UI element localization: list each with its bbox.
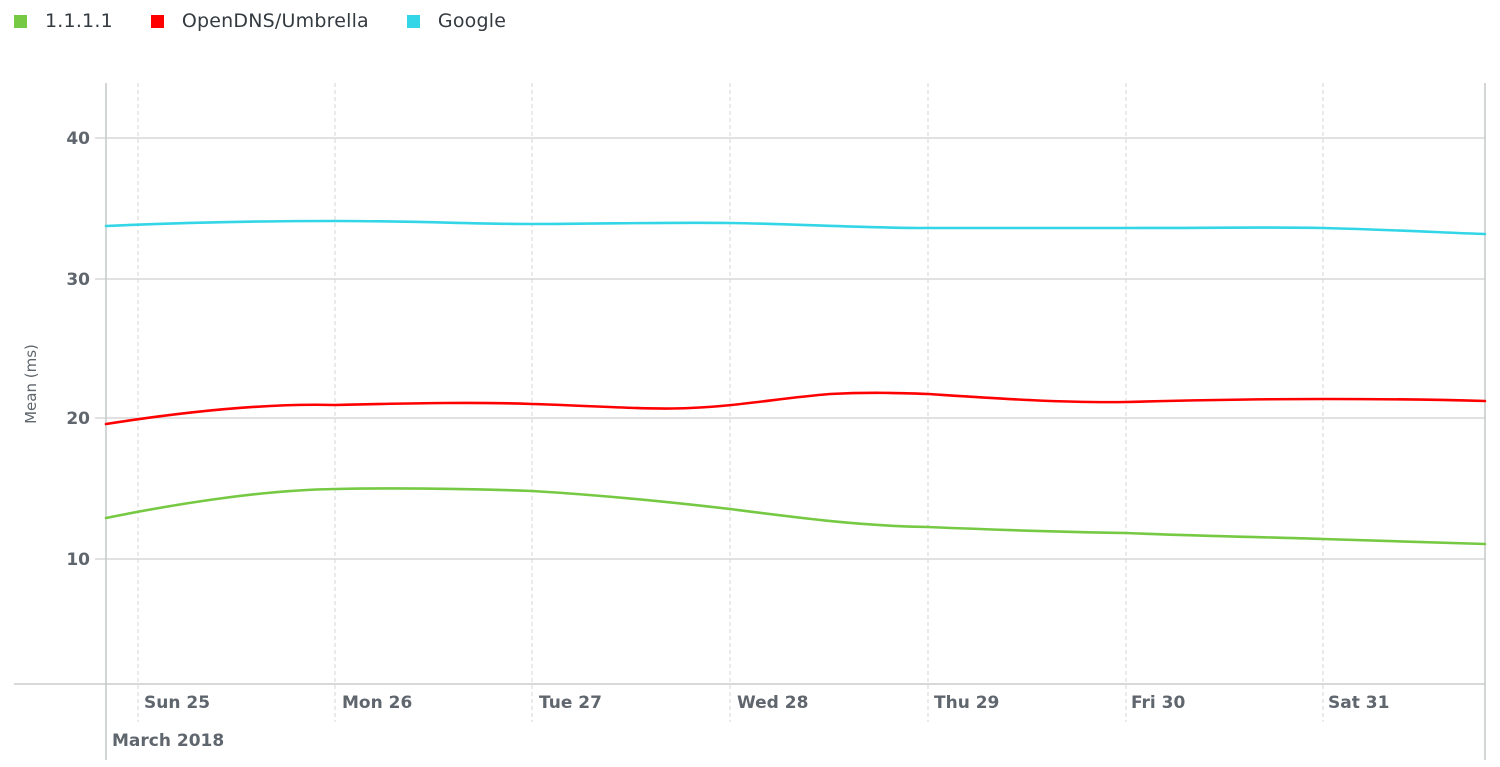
legend-label: OpenDNS/Umbrella [181, 10, 369, 32]
legend-swatch-cloudflare [14, 14, 27, 28]
legend-swatch-opendns [150, 14, 164, 28]
y-axis-label: Mean (ms) [22, 344, 40, 424]
y-tick-30: 30 [66, 270, 90, 290]
y-tick-10: 10 [66, 550, 90, 570]
x-tick-wed28: Wed 28 [737, 693, 808, 713]
series-line-opendns[interactable] [104, 391, 1487, 426]
x-tick-mon26: Mon 26 [342, 693, 412, 713]
legend-swatch-google [406, 14, 420, 28]
legend: 1.1.1.1 OpenDNS/Umbrella Google [14, 6, 544, 36]
series-line-cloudflare[interactable] [104, 487, 1487, 546]
x-group-label: March 2018 [112, 731, 224, 751]
x-tick-tue27: Tue 27 [539, 693, 602, 713]
vertical-grid [137, 83, 1324, 722]
series-line-google[interactable] [104, 219, 1487, 236]
x-tick-thu29: Thu 29 [934, 693, 999, 713]
x-tick-fri30: Fri 30 [1131, 693, 1185, 713]
horizontal-grid [14, 137, 1485, 685]
legend-item-opendns[interactable]: OpenDNS/Umbrella [150, 10, 369, 32]
x-tick-sun25: Sun 25 [144, 693, 210, 713]
legend-item-google[interactable]: Google [406, 10, 507, 32]
y-tick-40: 40 [66, 129, 90, 149]
x-tick-sat31: Sat 31 [1328, 693, 1389, 713]
legend-label: 1.1.1.1 [45, 10, 113, 32]
y-tick-20: 20 [66, 409, 90, 429]
legend-label: Google [437, 10, 507, 32]
legend-item-cloudflare[interactable]: 1.1.1.1 [14, 10, 113, 32]
